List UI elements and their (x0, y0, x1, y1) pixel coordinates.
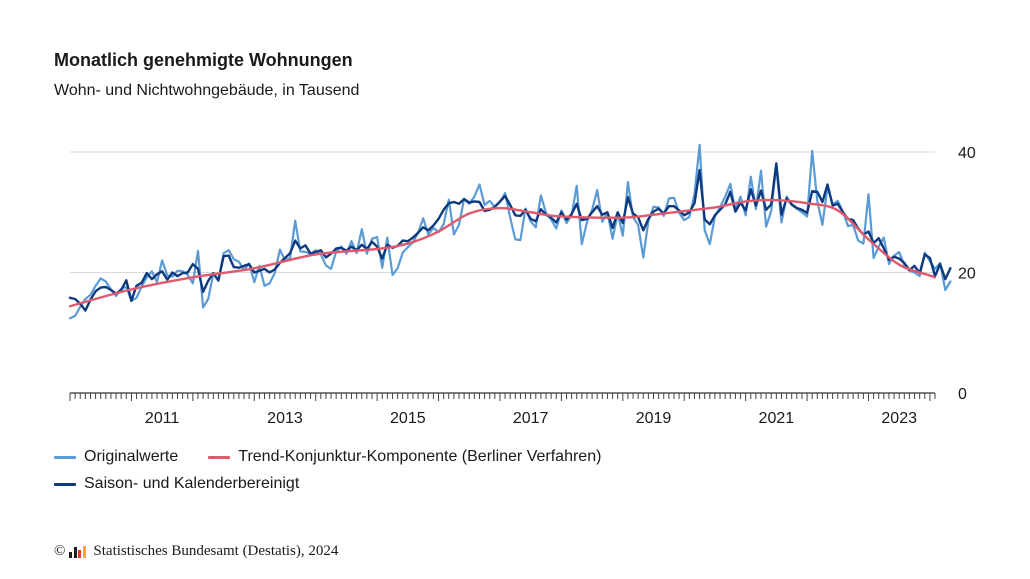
x-tick-label-2019: 2019 (636, 410, 672, 427)
legend-swatch-adjusted (54, 482, 76, 486)
x-tick-label-2017: 2017 (513, 410, 549, 427)
legend-swatch-trend (208, 455, 231, 459)
y-tick-label-40: 40 (958, 145, 976, 162)
x-tick-label-2011: 2011 (145, 410, 180, 427)
series-line-trend (68, 198, 937, 308)
legend-swatch-original (54, 455, 76, 459)
chart-title: Monatlich genehmigte Wohnungen (54, 50, 353, 70)
source-footer: © Statistisches Bundesamt (Destatis), 20… (54, 543, 338, 560)
legend-item-original: Originalwerte (54, 448, 178, 466)
legend-row-1: Originalwerte Trend-Konjunktur-Komponent… (54, 448, 631, 466)
x-tick-label-2015: 2015 (390, 410, 426, 427)
y-tick-label-20: 20 (958, 266, 976, 283)
x-tick-label-2023: 2023 (881, 410, 917, 427)
legend-label-original: Originalwerte (84, 448, 179, 465)
legend-item-adjusted: Saison- und Kalenderbereinigt (54, 475, 299, 493)
series-line-adjusted (68, 162, 952, 312)
legend-label-adjusted: Saison- und Kalenderbereinigt (84, 475, 300, 492)
copyright-symbol: © (54, 543, 66, 559)
line-chart: 0 20 40 2011 2013 2015 2017 2019 2021 2023 (68, 143, 976, 427)
destatis-logo-icon (69, 545, 87, 558)
legend-label-trend: Trend-Konjunktur-Komponente (Berliner Ve… (238, 448, 602, 465)
source-text: Statistisches Bundesamt (Destatis), 2024 (93, 543, 339, 559)
x-tick-label-2013: 2013 (267, 410, 303, 427)
legend-row-2: Saison- und Kalenderbereinigt (54, 475, 329, 493)
chart-subtitle: Wohn- und Nichtwohngebäude, in Tausend (54, 82, 360, 99)
y-tick-label-0: 0 (958, 386, 967, 403)
legend-item-trend: Trend-Konjunktur-Komponente (Berliner Ve… (208, 448, 601, 466)
x-tick-label-2021: 2021 (759, 410, 795, 427)
